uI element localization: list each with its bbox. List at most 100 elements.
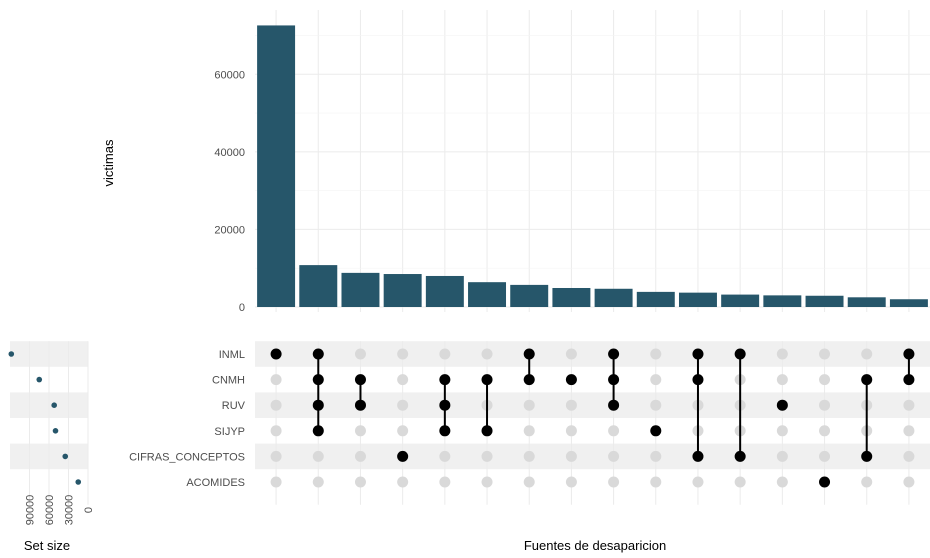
matrix-dot-inactive [861,476,873,488]
set-size-point [75,479,82,485]
matrix-dot-inactive [397,425,409,437]
matrix-dot-inactive [692,476,704,488]
matrix-dot-active [312,399,324,411]
matrix-dot-inactive [650,450,662,462]
y-tick-label: 0 [239,302,245,314]
y-tick-label: 60000 [214,69,245,81]
matrix-dot-active [481,374,493,386]
matrix-dot-inactive [819,425,831,437]
intersection-bar [636,291,675,307]
matrix-dot-active [861,374,873,386]
matrix-row-stripe [255,392,930,418]
intersection-bar [383,274,422,307]
set-label: CNMH [212,375,245,387]
matrix-dot-inactive [481,348,493,360]
set-label: ACOMIDES [186,477,245,489]
y-axis-title: victimas [101,139,116,186]
matrix-dot-inactive [565,348,577,360]
matrix-dot-inactive [776,374,788,386]
matrix-dot-inactive [354,476,366,488]
matrix-dot-active [608,399,620,411]
matrix-dot-active [734,348,746,360]
matrix-dot-active [312,425,324,437]
set-label: CIFRAS_CONCEPTOS [129,451,245,463]
matrix-dot-active [650,425,662,437]
matrix-dot-inactive [354,425,366,437]
matrix-dot-active [354,399,366,411]
matrix-dot-inactive [650,348,662,360]
matrix-dot-inactive [903,476,915,488]
intersection-bar [721,294,760,307]
matrix-dot-active [861,450,873,462]
intersection-bar [552,287,591,307]
matrix-dot-inactive [819,374,831,386]
matrix-dot-active [819,476,831,488]
matrix-dot-active [608,374,620,386]
intersection-bar [510,284,549,307]
matrix-dot-inactive [650,374,662,386]
matrix-dot-inactive [776,425,788,437]
matrix-dot-inactive [354,348,366,360]
x-axis-title: Fuentes de desaparicion [524,538,666,553]
set-label: SIJYP [214,426,245,438]
matrix-dot-inactive [397,399,409,411]
matrix-dot-inactive [776,476,788,488]
intersection-bar [889,299,928,307]
intersection-bar [805,295,844,307]
matrix-dot-inactive [734,476,746,488]
set-label: INML [219,349,245,361]
matrix-dot-active [312,348,324,360]
matrix-dot-inactive [650,476,662,488]
matrix-dot-inactive [608,425,620,437]
matrix-dot-active [523,348,535,360]
matrix-row-stripe [255,341,930,367]
matrix-dot-inactive [270,450,282,462]
y-tick-label: 20000 [214,224,245,236]
intersection-bar [763,295,802,307]
matrix-dot-inactive [481,476,493,488]
matrix-dot-active [397,450,409,462]
set-size-point [36,376,43,383]
matrix-dot-inactive [819,450,831,462]
matrix-dot-active [439,425,451,437]
matrix-dot-inactive [819,348,831,360]
set-size-axis-title: Set size [24,538,70,553]
matrix-dot-inactive [354,450,366,462]
set-size-point [52,428,59,434]
intersection-matrix-panel: INML CNMH RUV SIJYP CIFRAS_CONCEPTOS ACOMIDES [129,341,930,505]
intersection-bar [299,265,338,307]
matrix-dot-active [523,374,535,386]
matrix-dot-active [692,450,704,462]
matrix-dot-inactive [903,399,915,411]
matrix-dot-active [692,348,704,360]
set-size-tick-label: 60000 [44,495,56,526]
matrix-dot-inactive [565,450,577,462]
matrix-dot-inactive [439,450,451,462]
matrix-dot-inactive [608,476,620,488]
set-size-point [8,351,15,357]
matrix-dot-inactive [270,476,282,488]
matrix-dot-active [692,374,704,386]
intersection-bar [847,297,886,307]
intersection-bar [678,292,717,307]
matrix-dot-inactive [565,399,577,411]
matrix-dot-inactive [397,476,409,488]
matrix-dot-inactive [523,476,535,488]
matrix-dot-inactive [776,450,788,462]
intersection-bar [594,288,633,307]
matrix-dot-inactive [608,450,620,462]
intersection-bar-panel: 0 20000 40000 60000 [214,10,930,314]
matrix-dot-inactive [397,374,409,386]
matrix-dot-active [776,399,788,411]
matrix-dot-active [354,374,366,386]
matrix-dot-inactive [270,399,282,411]
matrix-dot-inactive [439,476,451,488]
matrix-dot-active [270,348,282,360]
matrix-dot-inactive [481,450,493,462]
set-size-point [51,402,57,409]
matrix-dot-inactive [270,374,282,386]
intersection-bar [257,25,296,308]
matrix-dot-active [608,348,620,360]
matrix-dot-active [439,399,451,411]
